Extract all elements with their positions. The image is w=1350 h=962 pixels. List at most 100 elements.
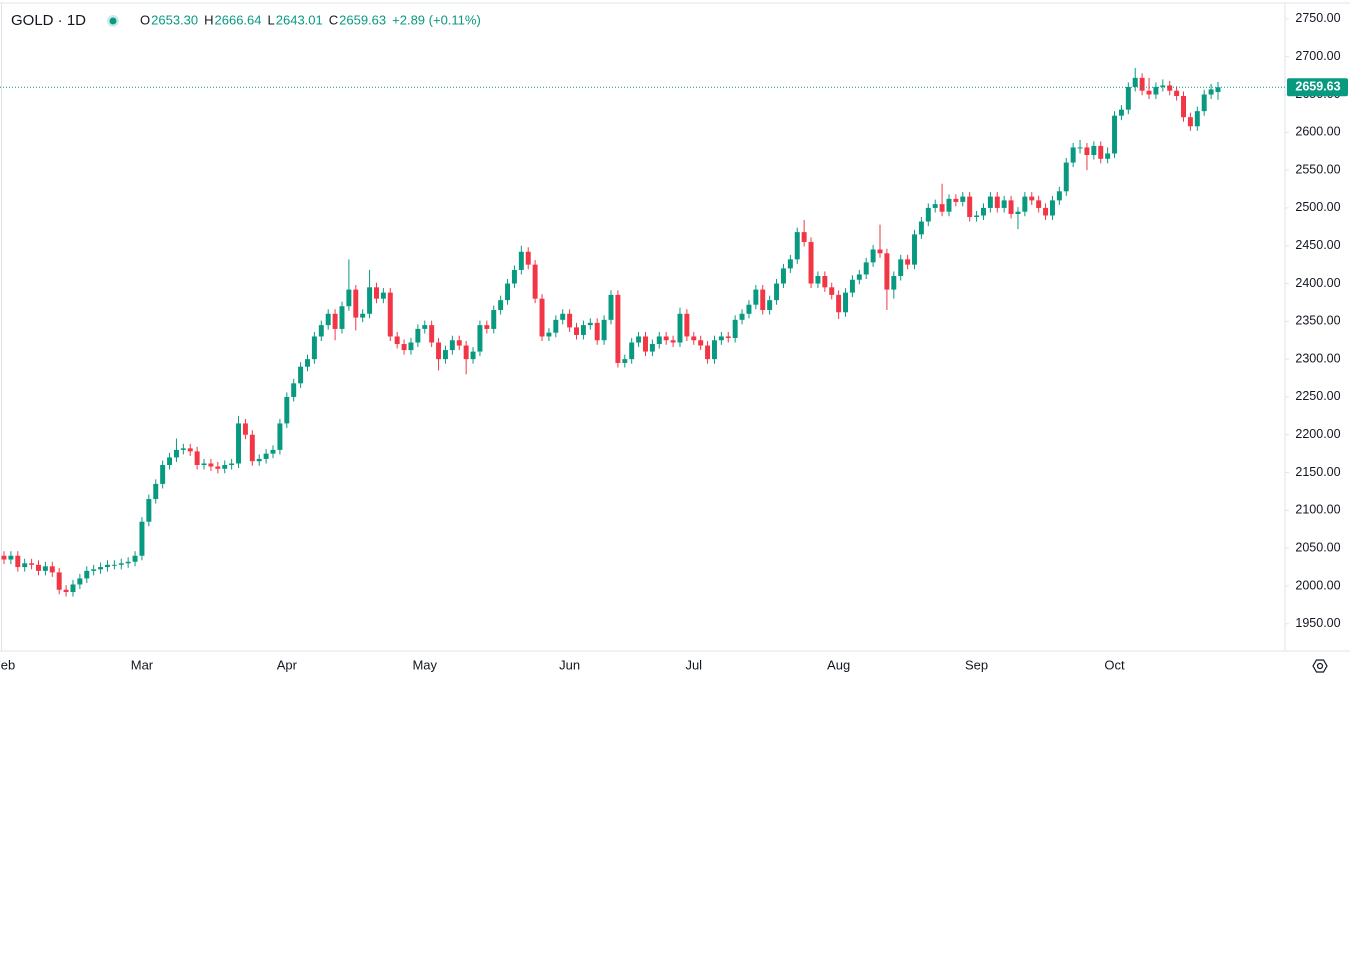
candle-body bbox=[525, 251, 531, 265]
candle-body bbox=[980, 207, 986, 216]
y-tick-label: 2200.00 bbox=[1295, 427, 1340, 441]
candle-body bbox=[994, 196, 1000, 208]
candle-body bbox=[746, 304, 752, 314]
candle-body bbox=[725, 336, 731, 338]
symbol[interactable]: GOLD · 1D bbox=[11, 12, 86, 29]
candle-body bbox=[932, 204, 938, 208]
candle-body bbox=[967, 196, 973, 217]
candle-body bbox=[291, 383, 297, 397]
candle-body bbox=[732, 319, 738, 338]
candle-body bbox=[698, 340, 704, 346]
candle-body bbox=[187, 448, 193, 452]
candle-body bbox=[1146, 90, 1152, 95]
x-tick-label: Oct bbox=[1104, 657, 1125, 672]
candle-body bbox=[49, 566, 55, 573]
candle-body bbox=[684, 313, 690, 337]
candle-body bbox=[608, 294, 614, 320]
candle-body bbox=[767, 300, 773, 310]
candle-body bbox=[1215, 87, 1221, 93]
candle-body bbox=[298, 366, 304, 384]
candle-body bbox=[587, 322, 593, 326]
candle-body bbox=[1001, 200, 1007, 208]
change-value: +2.89 (+0.11%) bbox=[392, 12, 481, 27]
candle-body bbox=[311, 336, 317, 360]
candle-body bbox=[91, 569, 97, 571]
candle-body bbox=[42, 566, 48, 571]
settings-icon[interactable] bbox=[1312, 659, 1328, 673]
last-price-label: 2659.63 bbox=[1295, 80, 1340, 94]
x-tick-label: Apr bbox=[277, 657, 298, 672]
candle-body bbox=[1125, 86, 1131, 110]
candle-body bbox=[401, 344, 407, 351]
ohlc-value: 2653.30 bbox=[151, 12, 198, 27]
candle-body bbox=[1208, 89, 1214, 95]
y-tick-label: 2450.00 bbox=[1295, 238, 1340, 252]
candle-body bbox=[429, 325, 435, 343]
candle-body bbox=[339, 306, 345, 329]
candle-body bbox=[173, 449, 179, 458]
y-tick-label: 2600.00 bbox=[1295, 125, 1340, 139]
candle-body bbox=[594, 322, 600, 341]
candle-body bbox=[222, 465, 228, 469]
candle-body bbox=[498, 300, 504, 310]
candle-body bbox=[918, 221, 924, 235]
candle-body bbox=[787, 259, 793, 269]
candle-body bbox=[1091, 145, 1097, 155]
candle-body bbox=[560, 313, 566, 320]
y-tick-label: 2150.00 bbox=[1295, 465, 1340, 479]
candle-body bbox=[863, 262, 869, 275]
candle-body bbox=[656, 336, 662, 345]
candle-body bbox=[229, 463, 235, 465]
candle-body bbox=[870, 249, 876, 263]
candle-body bbox=[670, 340, 676, 343]
candle-body bbox=[960, 196, 966, 202]
x-tick-label: Sep bbox=[965, 657, 988, 672]
x-tick-label: Feb bbox=[0, 657, 15, 672]
candle-body bbox=[1070, 147, 1076, 163]
candle-body bbox=[249, 434, 255, 462]
candle-body bbox=[153, 483, 159, 500]
candle-body bbox=[711, 340, 717, 360]
candle-body bbox=[77, 578, 83, 585]
candle-body bbox=[622, 359, 628, 363]
candle-body bbox=[808, 241, 814, 284]
candle-body bbox=[1036, 200, 1042, 208]
candle-body bbox=[891, 275, 897, 290]
candle-body bbox=[636, 336, 642, 343]
candle-body bbox=[1063, 162, 1069, 192]
candle-body bbox=[753, 289, 759, 305]
candle-body bbox=[649, 344, 655, 352]
candle-body bbox=[780, 268, 786, 284]
candle-body bbox=[422, 325, 428, 329]
candle-body bbox=[1187, 117, 1193, 127]
y-tick-label: 1950.00 bbox=[1295, 616, 1340, 630]
candle-body bbox=[270, 449, 276, 454]
candle-body bbox=[353, 289, 359, 318]
candle-body bbox=[484, 325, 490, 329]
candle-body bbox=[829, 287, 835, 295]
candle-body bbox=[1153, 86, 1159, 95]
candle-body bbox=[201, 463, 207, 465]
candle-body bbox=[953, 198, 959, 202]
candle-body bbox=[132, 555, 138, 562]
x-tick-label: Aug bbox=[827, 657, 850, 672]
candle-body bbox=[1139, 77, 1145, 91]
candle-body bbox=[1029, 196, 1035, 201]
ohlc-label: L bbox=[268, 12, 275, 27]
candle-body bbox=[574, 327, 579, 335]
candle-body bbox=[194, 451, 200, 465]
axes: 1950.00 2000.00 2050.00 2100.00 2150.00 2200.… bbox=[0, 11, 1348, 672]
y-tick-label: 2100.00 bbox=[1295, 503, 1340, 517]
candle-body bbox=[111, 564, 117, 566]
candle-body bbox=[1160, 85, 1166, 87]
candle-body bbox=[325, 313, 331, 326]
y-tick-label: 2000.00 bbox=[1295, 578, 1340, 592]
ohlc-label: O bbox=[140, 12, 150, 27]
candle-body bbox=[794, 232, 800, 260]
candle-body bbox=[822, 275, 828, 288]
ohlc-label: C bbox=[329, 12, 338, 27]
candle-body bbox=[856, 274, 862, 280]
candle-body bbox=[167, 457, 173, 465]
y-tick-label: 2300.00 bbox=[1295, 351, 1340, 365]
ohlc-value: 2643.01 bbox=[276, 12, 323, 27]
